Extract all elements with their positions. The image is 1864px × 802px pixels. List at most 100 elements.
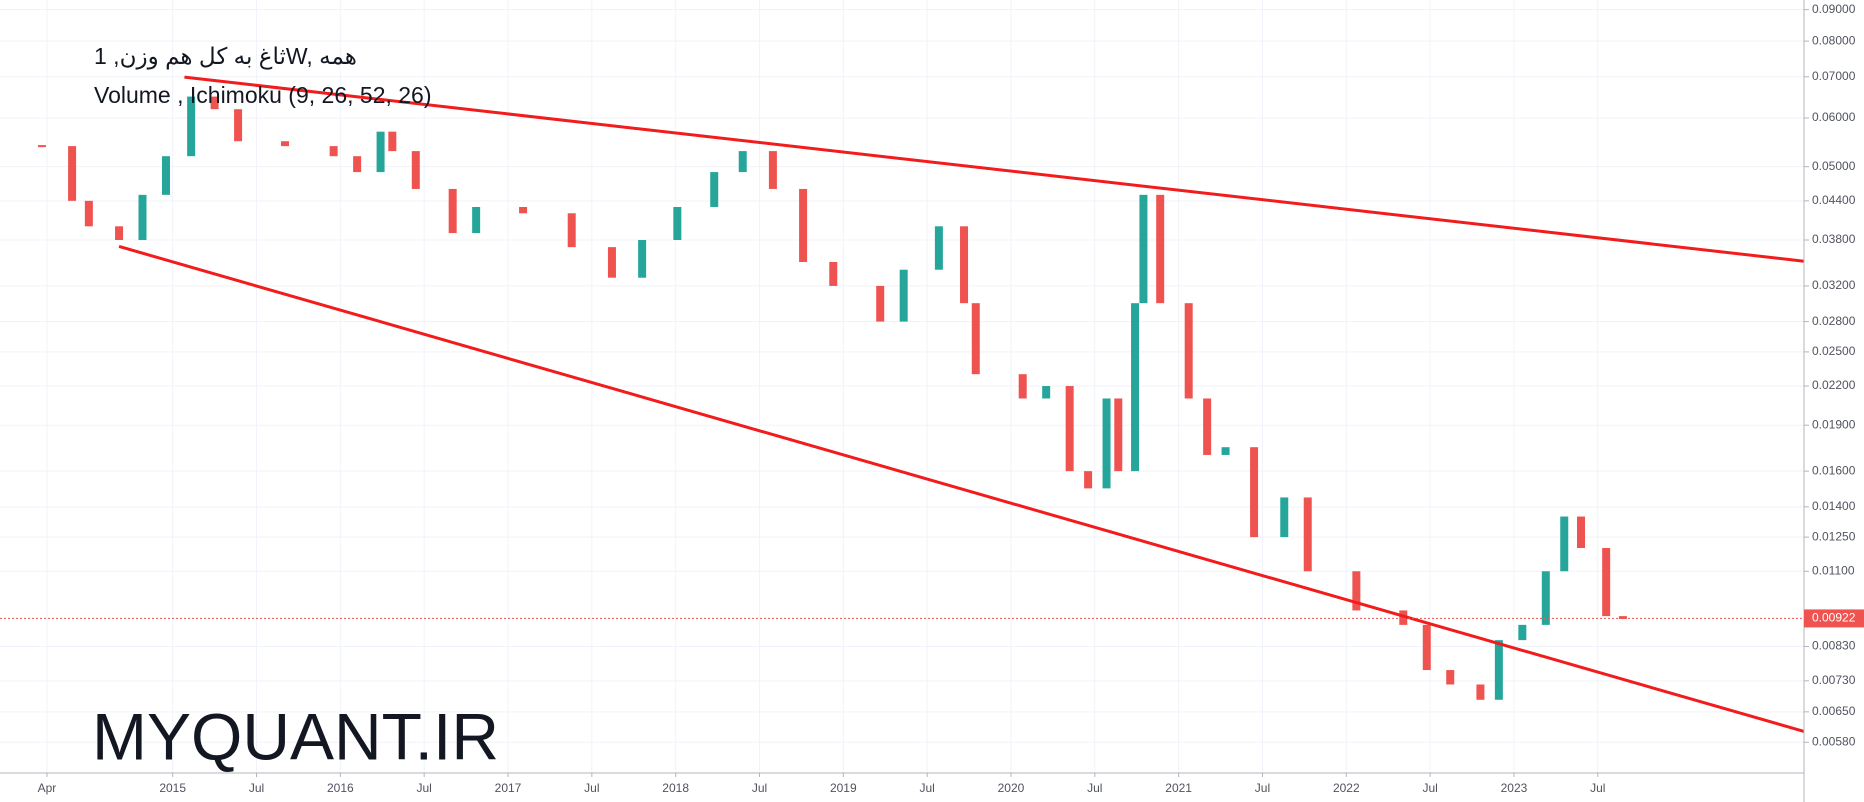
x-tick-label: 2015 (159, 781, 186, 795)
candle (472, 206, 481, 234)
candle (1042, 386, 1051, 399)
candle (1602, 548, 1611, 617)
candle (638, 240, 647, 278)
x-tick-label: Apr (38, 781, 57, 795)
last-price-box (1804, 609, 1864, 628)
y-tick-label: 0.01600 (1812, 463, 1856, 477)
y-tick-label: 0.00650 (1812, 704, 1856, 718)
x-tick-label: Jul (919, 781, 934, 795)
y-tick-label: 0.02500 (1812, 344, 1856, 358)
candle (1184, 303, 1193, 399)
candle (768, 151, 777, 189)
candle (187, 96, 196, 157)
x-tick-label: Jul (1422, 781, 1437, 795)
candle (1156, 194, 1165, 304)
candle (1446, 670, 1455, 685)
candle (1577, 516, 1586, 549)
y-tick-label: 0.00580 (1812, 734, 1856, 748)
candle (1618, 616, 1627, 620)
y-tick-label: 0.02800 (1812, 314, 1856, 328)
y-tick-label: 0.03800 (1812, 232, 1856, 246)
y-tick-label: 0.03200 (1812, 278, 1856, 292)
candle (448, 188, 457, 234)
candle (68, 146, 77, 201)
candle (281, 141, 290, 147)
y-tick-label: 0.01900 (1812, 417, 1856, 431)
candle (1303, 497, 1312, 572)
y-tick-label: 0.00730 (1812, 673, 1856, 687)
candle (1518, 624, 1527, 641)
candle (899, 269, 908, 322)
y-tick-label: 0.06000 (1812, 110, 1856, 124)
y-tick-label: 0.08000 (1812, 33, 1856, 47)
x-tick-label: 2020 (998, 781, 1025, 795)
y-tick-label: 0.01250 (1812, 529, 1856, 543)
x-tick-label: Jul (752, 781, 767, 795)
candle (876, 285, 885, 322)
candle (567, 213, 576, 248)
y-tick-label: 0.09000 (1812, 2, 1856, 16)
y-tick-label: 0.02200 (1812, 378, 1856, 392)
candle (934, 226, 943, 270)
x-tick-label: 2023 (1501, 781, 1528, 795)
x-tick-label: Jul (1255, 781, 1270, 795)
candle (329, 146, 338, 157)
candle (411, 151, 420, 189)
candle (1494, 640, 1503, 700)
last-price-label: 0.00922 (1812, 611, 1856, 625)
candle (1221, 447, 1230, 455)
x-tick-label: 2022 (1333, 781, 1360, 795)
trend-line (118, 244, 1805, 733)
candle (710, 172, 719, 207)
indicator-legend: Volume , Ichimoku (9, 26, 52, 26) (94, 82, 432, 108)
x-tick-label: 2016 (327, 781, 354, 795)
candle (1018, 374, 1027, 399)
candle (607, 247, 616, 278)
candle (960, 226, 969, 304)
candle (829, 261, 838, 286)
y-tick-label: 0.07000 (1812, 69, 1856, 83)
candle (1102, 398, 1111, 489)
x-tick-label: Jul (584, 781, 599, 795)
candle (738, 151, 747, 173)
candle (1114, 398, 1123, 472)
candle (1476, 684, 1485, 700)
x-tick-label: Jul (1590, 781, 1605, 795)
candle (1541, 571, 1550, 625)
candle (161, 156, 170, 195)
candle (1065, 386, 1074, 472)
candle (519, 206, 528, 214)
marks (0, 75, 1805, 733)
candle (210, 96, 219, 110)
candle (376, 131, 385, 173)
candle (1084, 471, 1093, 489)
candle (799, 188, 808, 262)
candle (971, 303, 980, 375)
y-tick-label: 0.00830 (1812, 639, 1856, 653)
candle (1131, 303, 1140, 472)
candle (1422, 624, 1431, 671)
candle (353, 156, 362, 173)
chart-title: ثاغ به کل هم وزن, 1W, همه (94, 43, 357, 70)
candle (1280, 497, 1289, 538)
candle (1352, 571, 1361, 611)
y-tick-label: 0.01100 (1812, 563, 1855, 577)
candle (115, 226, 124, 241)
x-tick-label: 2021 (1165, 781, 1192, 795)
candle (673, 206, 682, 241)
candle (1560, 516, 1569, 572)
candle (388, 131, 397, 152)
x-tick-label: Jul (249, 781, 264, 795)
watermark: MYQUANT.IR (92, 699, 499, 773)
x-tick-label: 2018 (662, 781, 689, 795)
trend-line (184, 75, 1805, 263)
x-tick-label: 2017 (495, 781, 522, 795)
candle (234, 109, 243, 142)
x-tick-label: Jul (1087, 781, 1102, 795)
y-tick-label: 0.05000 (1812, 159, 1856, 173)
y-tick-label: 0.01400 (1812, 499, 1856, 513)
candle (84, 200, 93, 227)
y-tick-label: 0.04400 (1812, 193, 1856, 207)
